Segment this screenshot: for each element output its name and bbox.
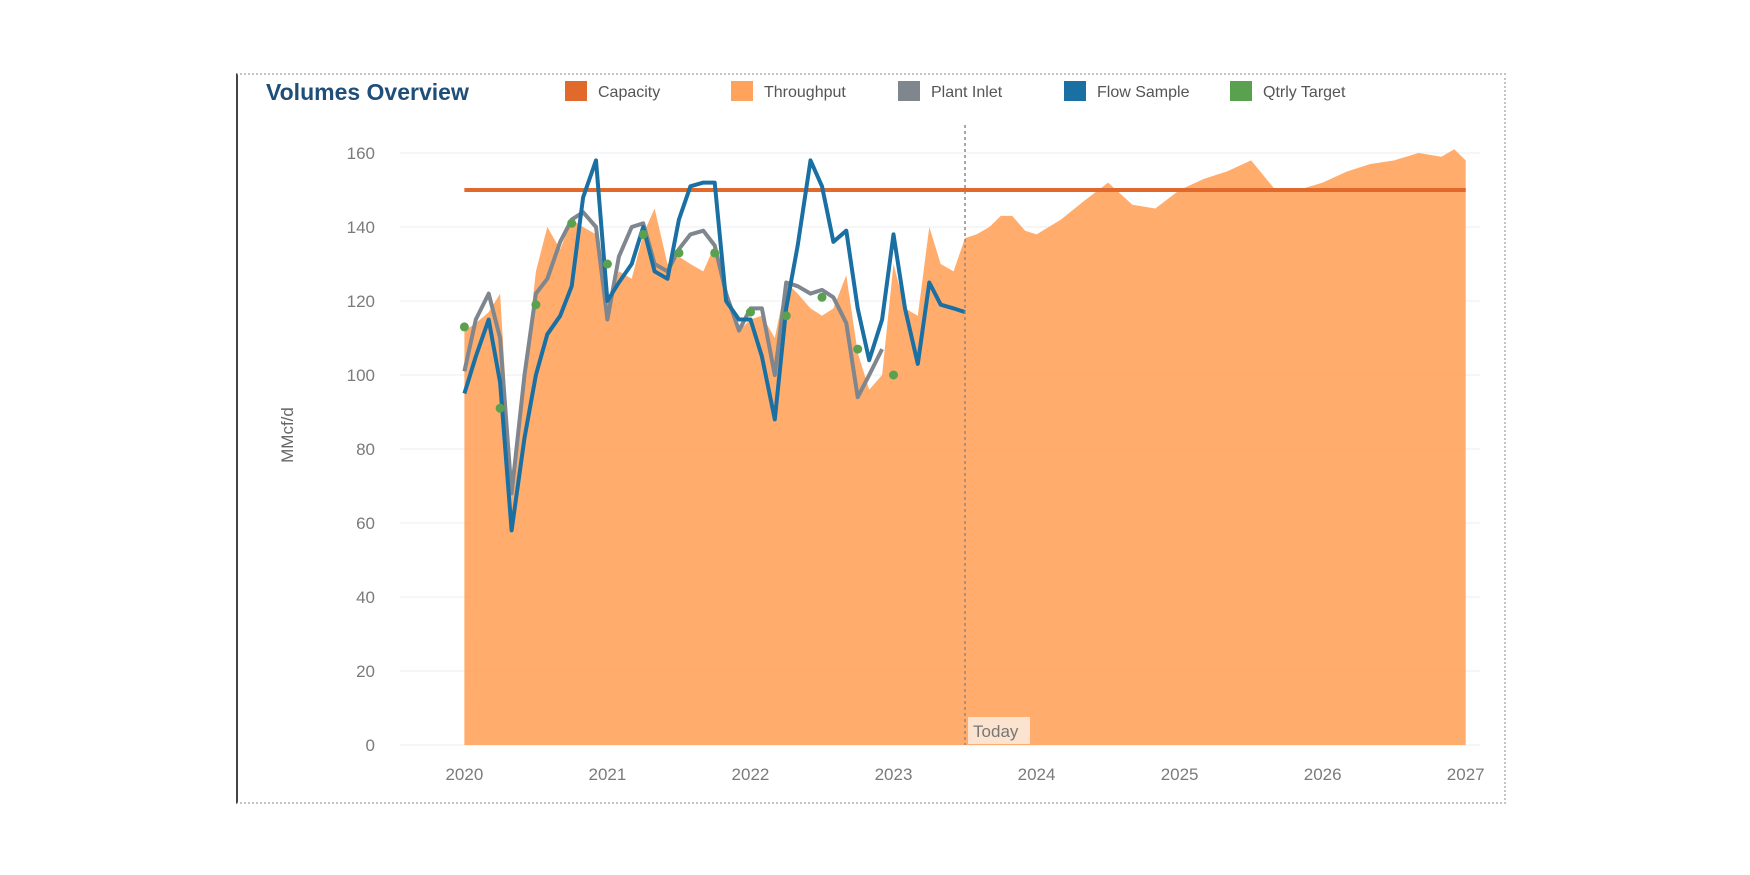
legend-swatch [898,81,920,101]
y-tick-label: 20 [356,662,375,681]
legend-label: Throughput [764,84,846,101]
chart-title: Volumes Overview [266,79,469,105]
y-tick-label: 120 [347,292,375,311]
legend-swatch [1230,81,1252,101]
x-tick-label: 2027 [1447,765,1485,784]
y-tick-label: 0 [366,736,375,755]
y-axis-tick-labels: 0 20 40 60 80 100 120 140 160 [347,144,375,755]
legend-item[interactable]: Throughput [731,81,846,101]
x-tick-label: 2020 [445,765,483,784]
qtrly-target-point[interactable] [745,307,755,317]
chart-frame [236,73,1506,804]
legend-label: Plant Inlet [931,84,1003,101]
qtrly-target-point[interactable] [710,248,720,258]
y-tick-label: 100 [347,366,375,385]
legend-swatch [565,81,587,101]
legend-label: Flow Sample [1097,84,1190,101]
legend-item[interactable]: Qtrly Target [1230,81,1346,101]
legend-item[interactable]: Plant Inlet [898,81,1003,101]
x-tick-label: 2022 [732,765,770,784]
y-tick-label: 60 [356,514,375,533]
qtrly-target-point[interactable] [495,403,505,413]
x-tick-label: 2026 [1304,765,1342,784]
qtrly-target-point[interactable] [817,292,827,302]
qtrly-target-point[interactable] [567,218,577,228]
x-axis-tick-labels: 2020 2021 2022 2023 2024 2025 2026 2027 [445,765,1484,784]
qtrly-target-point[interactable] [889,370,899,380]
legend-item[interactable]: Flow Sample [1064,81,1190,101]
x-tick-label: 2025 [1161,765,1199,784]
y-tick-label: 160 [347,144,375,163]
y-tick-label: 140 [347,218,375,237]
legend[interactable]: Capacity Throughput Plant Inlet Flow Sample… [565,81,1346,101]
legend-item[interactable]: Capacity [565,81,660,101]
x-tick-label: 2023 [875,765,913,784]
qtrly-target-point[interactable] [638,229,648,239]
today-label-bg [968,717,1031,744]
legend-swatch [731,81,753,101]
flow-sample-line[interactable] [462,158,966,533]
qtrly-target-point[interactable] [459,322,469,332]
y-axis-label: MMcf/d [278,407,297,463]
plot-area [459,149,1466,746]
y-tick-label: 40 [356,588,375,607]
qtrly-target-point[interactable] [781,311,791,321]
qtrly-target-point[interactable] [602,259,612,269]
legend-label: Capacity [598,84,660,101]
qtrly-target-point[interactable] [531,300,541,310]
x-tick-label: 2021 [589,765,627,784]
qtrly-target-point[interactable] [674,248,684,258]
legend-label: Qtrly Target [1263,84,1346,101]
qtrly-target-point[interactable] [853,344,863,354]
throughput-area[interactable] [464,149,1466,746]
y-tick-label: 80 [356,440,375,459]
x-tick-label: 2024 [1018,765,1056,784]
today-label: Today [973,722,1019,741]
legend-swatch [1064,81,1086,101]
today-marker: Today [964,125,1031,745]
